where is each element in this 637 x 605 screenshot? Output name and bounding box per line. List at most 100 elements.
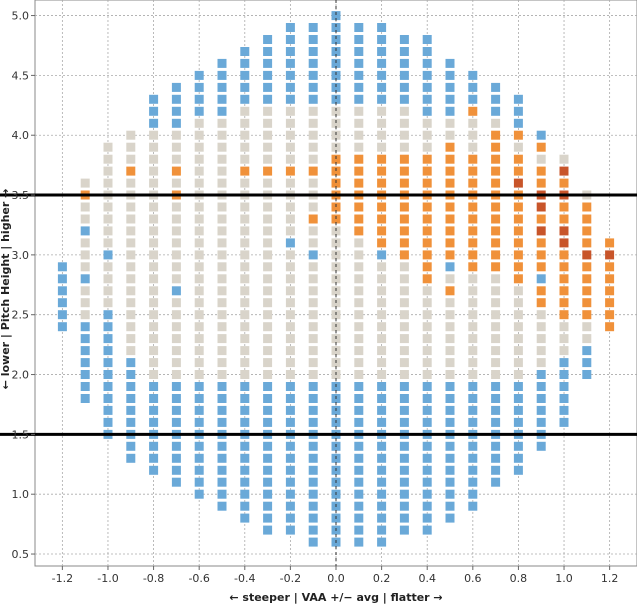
heatmap-cell-blue [171, 453, 181, 463]
heatmap-cell-orange [308, 166, 318, 176]
heatmap-cell-orange [559, 298, 569, 308]
heatmap-cell-blue [194, 394, 204, 403]
heatmap-cell-gray [399, 346, 409, 356]
heatmap-cell-gray [445, 370, 455, 379]
heatmap-cell-gray [103, 154, 113, 164]
heatmap-cell-blue [240, 453, 250, 463]
heatmap-cell-gray [194, 334, 204, 344]
heatmap-cell-gray [263, 298, 273, 308]
heatmap-cell-blue [536, 130, 546, 140]
heatmap-cell-orange [377, 214, 387, 224]
heatmap-cell-blue [217, 106, 227, 116]
heatmap-cell-blue [536, 382, 546, 391]
heatmap-cell-blue [399, 477, 409, 487]
heatmap-cell-gray [308, 118, 318, 128]
heatmap-cell-gray [217, 142, 227, 152]
heatmap-cell-gray [217, 262, 227, 272]
heatmap-cell-blue [468, 465, 478, 475]
heatmap-cell-blue [126, 370, 136, 379]
heatmap-cell-gray [217, 370, 227, 379]
heatmap-cell-blue [194, 489, 204, 499]
heatmap-cell-gray [399, 262, 409, 272]
heatmap-cell-orange [354, 226, 364, 236]
heatmap-cell-blue [354, 513, 364, 523]
heatmap-cell-blue [422, 82, 432, 92]
heatmap-cell-blue [80, 394, 90, 403]
heatmap-cell-gray [377, 298, 387, 308]
heatmap-cell-orange [354, 178, 364, 188]
heatmap-cell-blue [445, 441, 455, 451]
heatmap-cell-gray [263, 226, 273, 236]
x-tick-label: 0.6 [464, 572, 482, 585]
heatmap-cell-blue [217, 58, 227, 68]
heatmap-cell-blue [194, 465, 204, 475]
heatmap-cell-gray [263, 214, 273, 224]
heatmap-cell-blue [399, 489, 409, 499]
heatmap-cell-gray [468, 322, 478, 332]
heatmap-cell-gray [468, 286, 478, 296]
heatmap-cell-gray [285, 250, 295, 260]
heatmap-cell-gray [445, 274, 455, 284]
heatmap-cell-gray [468, 310, 478, 320]
heatmap-cell-blue [559, 417, 569, 427]
x-tick-label: -0.6 [188, 572, 209, 585]
heatmap-cell-orange [445, 154, 455, 164]
heatmap-cell-orange [605, 298, 615, 308]
heatmap-cell-blue [445, 489, 455, 499]
heatmap-cell-blue [354, 23, 364, 32]
heatmap-cell-orange [491, 154, 501, 164]
heatmap-cell-gray [263, 286, 273, 296]
heatmap-cell-blue [399, 82, 409, 92]
heatmap-cell-gray [354, 118, 364, 128]
heatmap-cell-blue [217, 417, 227, 427]
heatmap-cell-blue [582, 346, 592, 356]
heatmap-cell-gray [308, 310, 318, 320]
heatmap-cell-blue [57, 322, 67, 332]
heatmap-cell-orange [536, 250, 546, 260]
x-tick-label: 0.0 [327, 572, 345, 585]
heatmap-cell-blue [149, 405, 159, 415]
heatmap-cell-gray [80, 238, 90, 248]
heatmap-cell-blue [285, 501, 295, 511]
heatmap-cell-gray [468, 130, 478, 140]
heatmap-cell-gray [194, 226, 204, 236]
heatmap-cell-blue [354, 394, 364, 403]
heatmap-cell-blue [422, 394, 432, 403]
heatmap-cell-blue [80, 322, 90, 332]
heatmap-cell-blue [285, 58, 295, 68]
heatmap-cell-gray [126, 298, 136, 308]
heatmap-cell-gray [399, 274, 409, 284]
heatmap-cell-blue [513, 394, 523, 403]
heatmap-cell-gray [399, 106, 409, 116]
heatmap-cell-gray [354, 142, 364, 152]
heatmap-cell-blue [217, 465, 227, 475]
heatmap-cell-orange [559, 250, 569, 260]
heatmap-cell-blue [377, 537, 387, 547]
heatmap-cell-blue [468, 394, 478, 403]
heatmap-cell-gray [217, 154, 227, 164]
heatmap-cell-gray [491, 118, 501, 128]
heatmap-cell-blue [194, 382, 204, 391]
heatmap-cell-blue [240, 405, 250, 415]
heatmap-cell-gray [149, 310, 159, 320]
heatmap-cell-gray [422, 118, 432, 128]
heatmap-cell-gray [126, 310, 136, 320]
heatmap-cell-orange [331, 178, 341, 188]
heatmap-cell-blue [285, 70, 295, 80]
heatmap-cell-blue [354, 489, 364, 499]
heatmap-cell-gray [263, 310, 273, 320]
heatmap-cell-gray [171, 298, 181, 308]
heatmap-cell-blue [240, 394, 250, 403]
heatmap-cell-gray [263, 358, 273, 368]
heatmap-cell-gray [80, 310, 90, 320]
heatmap-cell-blue [149, 394, 159, 403]
heatmap-cell-gray [171, 214, 181, 224]
heatmap-cell-blue [377, 70, 387, 80]
heatmap-cell-orange [468, 178, 478, 188]
heatmap-cell-blue [103, 417, 113, 427]
heatmap-cell-gray [308, 154, 318, 164]
heatmap-cell-blue [194, 405, 204, 415]
heatmap-cell-gray [491, 334, 501, 344]
heatmap-cell-gray [171, 358, 181, 368]
